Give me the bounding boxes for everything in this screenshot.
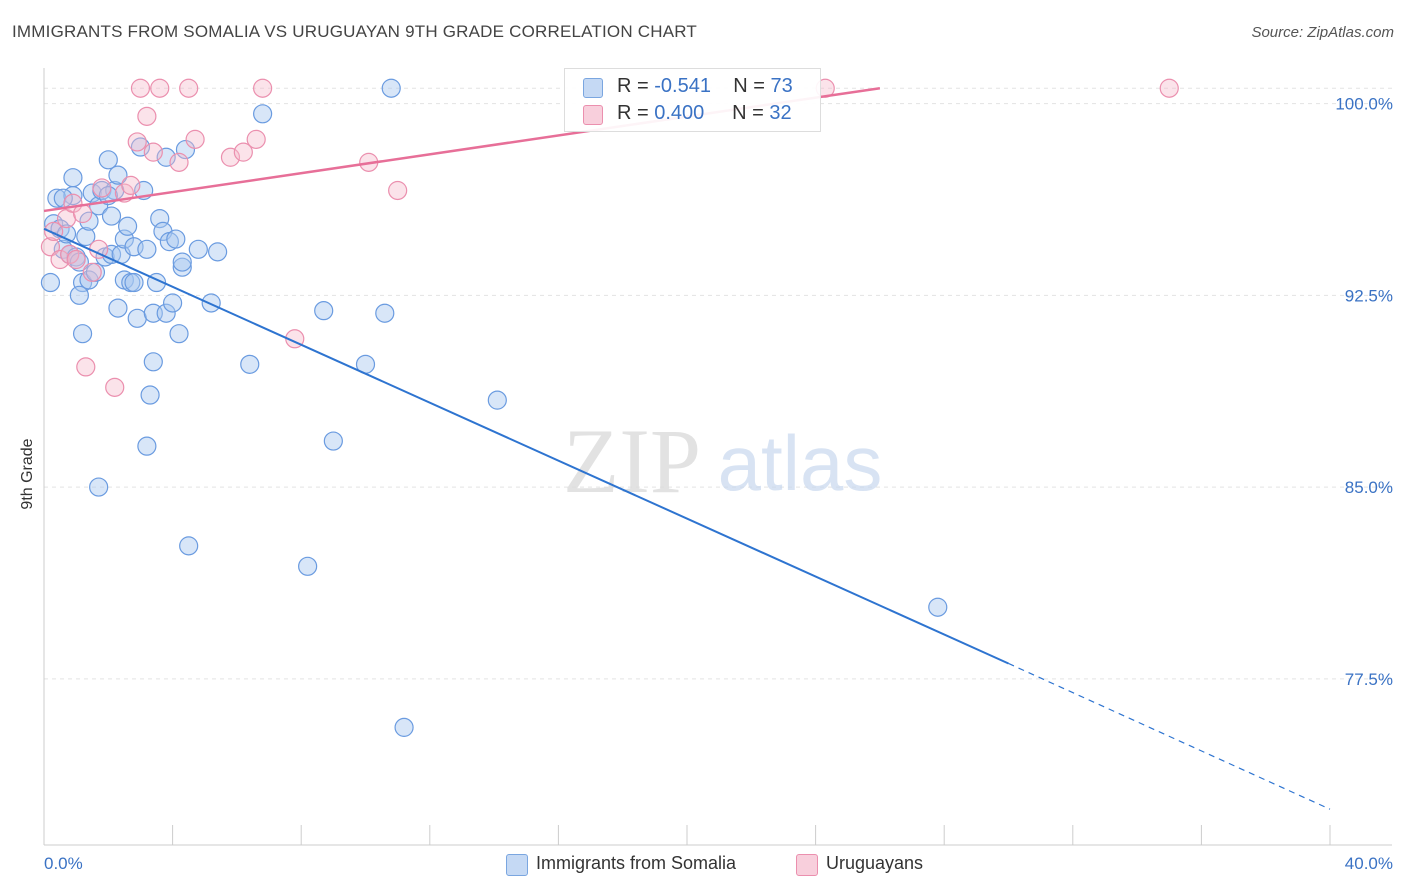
somalia-point-56 (240, 354, 260, 374)
x-tick-label-0: 0.0% (44, 854, 83, 873)
somalia-point-20 (98, 150, 118, 170)
y-tick-label-0: 100.0% (1335, 95, 1393, 114)
somalia-r-value: -0.541 (654, 75, 711, 97)
uruguayan-point-11 (92, 178, 112, 198)
uruguayan-point-15 (127, 132, 147, 152)
somalia-point-59 (314, 301, 334, 321)
uruguayan-point-31 (1159, 78, 1179, 98)
somalia-point-25 (108, 165, 128, 185)
somalia-trend-line (43, 227, 1009, 665)
uruguayan-point-22 (185, 129, 205, 149)
y-tick-label-3: 77.5% (1345, 670, 1393, 689)
legend-swatch-uruguayans (796, 854, 818, 876)
uruguayan-point-16 (130, 78, 151, 98)
somalia-point-33 (127, 308, 147, 328)
somalia-point-9 (69, 252, 89, 272)
somalia-point-58 (298, 556, 318, 576)
somalia-point-44 (156, 303, 176, 323)
somalia-point-48 (169, 324, 189, 344)
somalia-point-13 (79, 270, 99, 290)
data-points (40, 78, 1179, 737)
uruguayan-point-21 (179, 78, 199, 98)
y-tick-label-2: 85.0% (1345, 478, 1393, 497)
uruguayan-point-6 (66, 249, 86, 270)
somalia-stats-text: R = -0.541 N = 73 (617, 75, 793, 97)
somalia-point-17 (89, 477, 109, 497)
somalia-point-62 (375, 303, 395, 323)
somalia-point-38 (140, 385, 160, 405)
somalia-point-52 (179, 536, 199, 556)
chart-title: IMMIGRANTS FROM SOMALIA VS URUGUAYAN 9TH… (12, 22, 698, 41)
uruguayan-point-25 (246, 129, 266, 149)
somalia-point-29 (117, 216, 138, 236)
somalia-point-46 (163, 293, 183, 313)
uruguayan-point-0 (40, 237, 61, 257)
uruguayan-point-9 (82, 262, 102, 282)
watermark-atlas: atlas (718, 419, 883, 507)
chart-source: Source: ZipAtlas.com (1251, 24, 1394, 41)
stats-legend: R = -0.541 N = 73 R = 0.400 N = 32 (564, 68, 821, 132)
somalia-point-24 (108, 298, 128, 318)
somalia-point-10 (72, 324, 93, 344)
somalia-point-64 (394, 717, 414, 737)
somalia-point-36 (137, 239, 157, 259)
somalia-point-66 (928, 597, 948, 617)
axes (43, 68, 1392, 846)
uruguayan-point-17 (137, 106, 157, 126)
watermark-zip: ZIP (563, 410, 701, 512)
somalia-point-22 (101, 206, 122, 226)
gridlines (44, 87, 1392, 680)
somalia-n-value: 73 (770, 75, 793, 97)
somalia-point-37 (137, 436, 157, 456)
somalia-point-49 (172, 257, 192, 277)
somalia-point-47 (166, 229, 186, 249)
uruguayan-point-4 (60, 244, 80, 265)
legend-label-somalia: Immigrants from Somalia (536, 853, 737, 873)
bottom-legend: Immigrants from Somalia Uruguayans (0, 852, 1406, 878)
somalia-point-0 (40, 272, 61, 293)
somalia-point-32 (124, 272, 144, 293)
uruguayans-swatch (583, 105, 603, 125)
uruguayan-point-18 (143, 142, 163, 162)
somalia-point-57 (253, 104, 273, 124)
somalia-point-34 (130, 137, 151, 157)
uruguayan-point-12 (105, 377, 125, 397)
somalia-point-7 (63, 168, 83, 188)
somalia-point-72 (69, 285, 89, 305)
somalia-point-39 (143, 352, 163, 372)
somalia-point-42 (150, 209, 170, 229)
somalia-point-53 (188, 239, 208, 259)
y-tick-label-1: 92.5% (1345, 286, 1393, 305)
somalia-point-68 (79, 211, 99, 231)
somalia-point-54 (201, 293, 221, 313)
somalia-point-12 (76, 226, 96, 247)
somalia-point-63 (381, 78, 401, 98)
watermark: ZIP atlas (563, 410, 882, 512)
tick-labels: 100.0% 92.5% 85.0% 77.5% 0.0% 40.0% (44, 95, 1393, 873)
somalia-point-27 (114, 229, 134, 249)
x-tick-label-1: 40.0% (1345, 854, 1393, 873)
uruguayan-point-20 (169, 152, 189, 172)
somalia-trend-extension (1008, 662, 1331, 810)
somalia-point-55 (208, 242, 228, 262)
somalia-point-60 (323, 431, 343, 451)
somalia-point-70 (156, 147, 176, 167)
uruguayan-point-19 (150, 78, 170, 98)
uruguayan-point-23 (220, 147, 241, 167)
uruguayans-n-value: 32 (769, 102, 792, 124)
uruguayan-point-14 (121, 175, 141, 195)
uruguayan-point-26 (253, 78, 273, 98)
legend-swatch-somalia (506, 854, 528, 876)
somalia-swatch (583, 78, 603, 98)
legend-label-uruguayans: Uruguayans (826, 853, 924, 873)
uruguayan-point-24 (233, 142, 253, 162)
uruguayan-point-8 (76, 357, 96, 377)
somalia-point-50 (172, 252, 192, 272)
uruguayan-point-29 (388, 180, 408, 201)
uruguayans-r-value: 0.400 (654, 102, 705, 124)
uruguayan-point-2 (50, 249, 70, 270)
somalia-point-65 (487, 390, 507, 410)
uruguayans-stats-text: R = 0.400 N = 32 (617, 102, 792, 124)
